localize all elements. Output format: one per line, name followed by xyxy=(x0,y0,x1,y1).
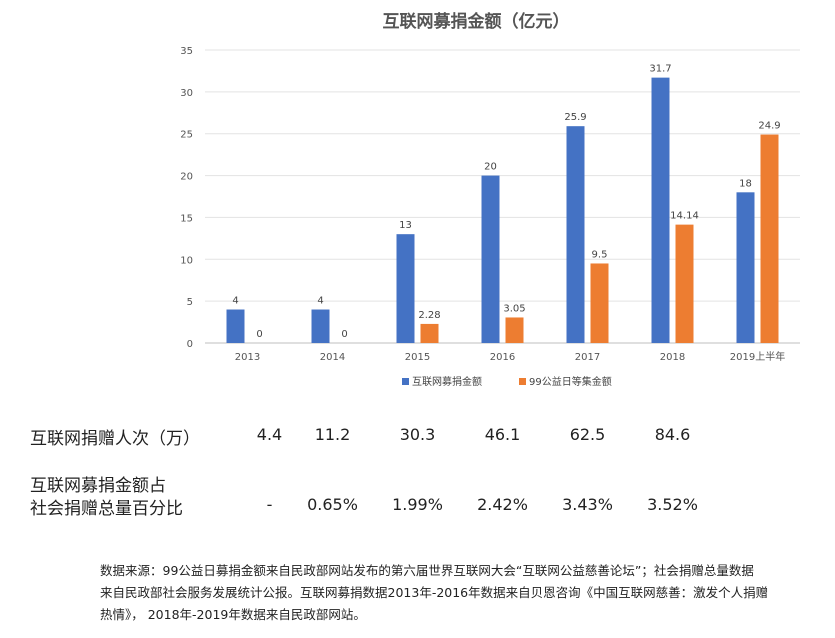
data-label: 9.5 xyxy=(592,249,608,260)
share-value: 3.43% xyxy=(562,495,613,514)
bar-online xyxy=(736,192,755,343)
data-label: 0 xyxy=(341,329,347,340)
bar-online xyxy=(651,77,670,343)
donors-value: 84.6 xyxy=(654,425,691,444)
data-label: 14.14 xyxy=(670,211,699,222)
share-value: 1.99% xyxy=(392,495,443,514)
bar-online xyxy=(396,234,415,343)
data-label: 25.9 xyxy=(564,112,586,123)
donors-value: 46.1 xyxy=(484,425,521,444)
legend-label: 99公益日等集金额 xyxy=(529,375,612,388)
source-line-1: 数据来源：99公益日募捐金额来自民政部网站发布的第六届世界互联网大会“互联网公益… xyxy=(100,563,754,578)
source-note: 数据来源：99公益日募捐金额来自民政部网站发布的第六届世界互联网大会“互联网公益… xyxy=(100,560,805,626)
bar-day99 xyxy=(675,224,694,343)
donors-value: 11.2 xyxy=(314,425,351,444)
data-label: 24.9 xyxy=(758,121,780,132)
source-line-3: 热情》， 2018年-2019年数据来自民政部网站。 xyxy=(100,607,366,622)
bar-day99 xyxy=(760,134,779,343)
share-value: 2.42% xyxy=(477,495,528,514)
data-label: 3.05 xyxy=(503,303,525,314)
chart-title: 互联网募捐金额（亿元） xyxy=(383,11,570,32)
y-tick-label: 10 xyxy=(180,255,193,266)
x-tick-label: 2019上半年 xyxy=(730,350,785,363)
y-tick-label: 0 xyxy=(187,339,193,350)
bar-online xyxy=(311,309,330,343)
bar-day99 xyxy=(505,317,524,343)
y-tick-label: 25 xyxy=(180,130,193,141)
x-tick-label: 2018 xyxy=(660,352,685,363)
bar-online xyxy=(566,126,585,344)
chart-legend: 互联网募捐金额 99公益日等集金额 xyxy=(402,375,612,388)
y-tick-label: 20 xyxy=(180,172,193,183)
x-axis-tick-labels: 2013 2014 2015 2016 2017 2018 2019上半年 xyxy=(235,350,785,363)
bar-day99 xyxy=(590,263,609,343)
legend-swatch xyxy=(519,378,526,385)
x-tick-label: 2014 xyxy=(320,352,345,363)
x-tick-label: 2016 xyxy=(490,352,515,363)
donors-row-label: 互联网捐赠人次（万） xyxy=(30,429,200,449)
chart-gridlines xyxy=(205,49,800,344)
data-label: 0 xyxy=(256,329,262,340)
x-tick-label: 2017 xyxy=(575,352,600,363)
share-value: 3.52% xyxy=(647,495,698,514)
share-value: 0.65% xyxy=(307,495,358,514)
bar-day99 xyxy=(420,323,439,343)
y-axis-tick-labels: 0 5 10 15 20 25 30 35 xyxy=(180,46,193,350)
data-label: 4 xyxy=(317,296,323,307)
data-label: 2.28 xyxy=(418,310,440,321)
share-row-label-line2: 社会捐赠总量百分比 xyxy=(30,499,183,519)
legend-label: 互联网募捐金额 xyxy=(412,375,482,388)
data-label: 4 xyxy=(232,296,238,307)
legend-swatch xyxy=(402,378,409,385)
share-value: - xyxy=(266,495,273,514)
data-label: 18 xyxy=(739,178,752,189)
bar-online xyxy=(481,175,500,343)
donors-value: 62.5 xyxy=(569,425,606,444)
share-row-label-line1: 互联网募捐金额占 xyxy=(30,476,166,496)
y-tick-label: 5 xyxy=(187,297,193,308)
donors-value: 4.4 xyxy=(256,425,283,444)
source-line-2: 来自民政部社会服务发展统计公报。互联网募捐数据2013年-2016年数据来自贝恩… xyxy=(100,585,769,600)
bar-online xyxy=(226,309,245,343)
data-label: 20 xyxy=(484,162,497,173)
x-tick-label: 2013 xyxy=(235,352,260,363)
y-tick-label: 30 xyxy=(180,88,193,99)
data-label: 13 xyxy=(399,220,412,231)
x-tick-label: 2015 xyxy=(405,352,430,363)
data-label: 31.7 xyxy=(649,64,671,75)
y-tick-label: 15 xyxy=(180,213,193,224)
y-tick-label: 35 xyxy=(180,46,193,57)
chart-bars: 4 0 4 0 13 2.28 20 3.05 25.9 9.5 31.7 14.14 18 24.9 xyxy=(226,64,781,344)
donors-value: 30.3 xyxy=(399,425,436,444)
